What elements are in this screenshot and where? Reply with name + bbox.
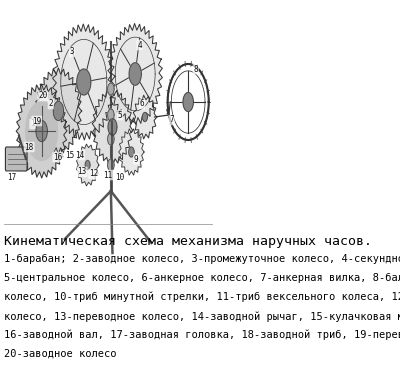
Polygon shape [119,129,144,175]
Text: 7: 7 [169,115,174,125]
Text: Кинематическая схема механизма наручных часов.: Кинематическая схема механизма наручных … [4,235,372,248]
Text: 13: 13 [78,168,87,176]
Text: 11: 11 [104,171,113,180]
Text: 4: 4 [137,41,142,50]
Text: 16-заводной вал, 17-заводная головка, 18-заводной триб, 19-переводной рычаг,: 16-заводной вал, 17-заводная головка, 18… [4,330,400,341]
Polygon shape [108,159,114,171]
Polygon shape [129,63,141,85]
Text: 5-центральное колесо, 6-анкерное колесо, 7-анкерная вилка, 8-баланс, 9-часовое: 5-центральное колесо, 6-анкерное колесо,… [4,273,400,283]
Text: колесо, 10-триб минутной стрелки, 11-триб вексельного колеса, 12-вексельное: колесо, 10-триб минутной стрелки, 11-три… [4,292,400,303]
Text: 16: 16 [53,152,62,161]
Text: 12: 12 [89,170,98,178]
Text: 15: 15 [65,151,74,159]
Polygon shape [26,102,58,160]
Text: 10: 10 [116,173,125,182]
Polygon shape [108,119,117,135]
Text: 17: 17 [7,173,16,182]
Text: 20: 20 [38,91,47,101]
Text: 1-барабан; 2-заводное колесо, 3-промежуточное колесо, 4-секундное колесо,: 1-барабан; 2-заводное колесо, 3-промежут… [4,254,400,264]
Text: 20-заводное колесо: 20-заводное колесо [4,349,117,359]
Polygon shape [52,24,115,140]
Polygon shape [168,64,209,140]
Text: 5: 5 [118,111,122,120]
Text: 18: 18 [24,142,34,151]
Text: 8: 8 [194,65,198,74]
Text: 6: 6 [140,99,144,108]
Polygon shape [108,24,162,125]
Text: 19: 19 [32,116,41,125]
Polygon shape [133,95,157,139]
Text: 3: 3 [70,48,74,57]
Text: 1: 1 [30,120,35,128]
Polygon shape [77,69,91,95]
Polygon shape [108,133,114,145]
Text: 14: 14 [75,151,84,159]
Polygon shape [36,120,47,142]
Text: колесо, 13-переводное колесо, 14-заводной рычаг, 15-кулачковая муфта,: колесо, 13-переводное колесо, 14-заводно… [4,311,400,322]
Polygon shape [35,68,82,154]
Polygon shape [129,147,134,157]
Polygon shape [92,89,133,164]
Polygon shape [142,113,147,122]
Text: 2: 2 [48,99,53,108]
Polygon shape [108,83,114,95]
Polygon shape [85,161,90,170]
Polygon shape [183,92,193,111]
FancyBboxPatch shape [6,147,27,171]
Polygon shape [53,101,64,120]
Polygon shape [76,144,99,186]
Polygon shape [108,109,114,121]
Text: 9: 9 [134,154,138,163]
Polygon shape [16,84,67,178]
